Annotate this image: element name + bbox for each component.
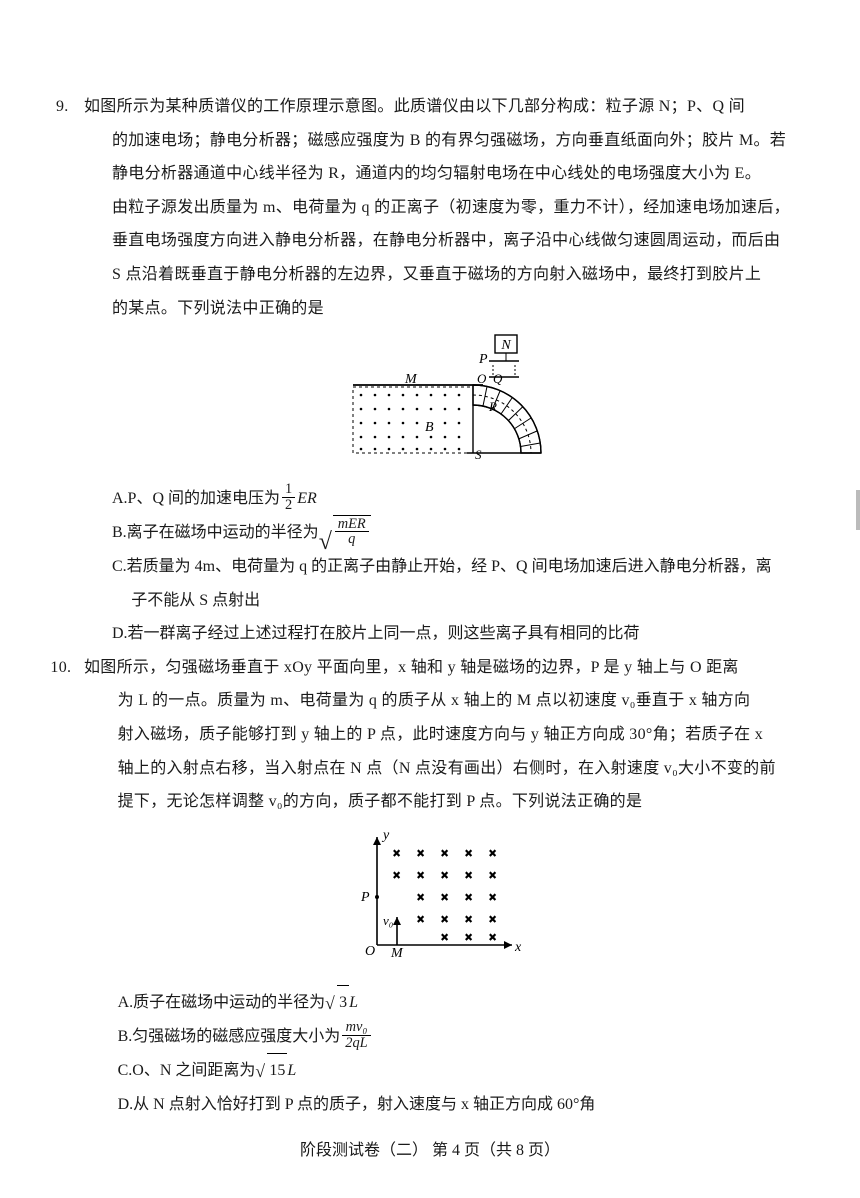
q9-optC-l1: C.若质量为 4m、电荷量为 q 的正离子由静止开始，经 P、Q 间电场加速后进… [112,550,790,584]
q9-line5: 垂直电场强度方向进入静电分析器，在静电分析器中，离子沿中心线做匀速圆周运动，而后… [84,224,790,258]
side-tab [856,490,860,530]
svg-text:×: × [489,846,496,860]
q10-line1: 10.如图所示，匀强磁场垂直于 xOy 平面向里，x 轴和 y 轴是磁场的边界，… [84,651,790,685]
sqrt-fraction: mERq [319,515,371,550]
sqrt: 3 [325,985,349,1020]
q10-optA: A.质子在磁场中运动的半径为3L [118,985,790,1020]
svg-text:×: × [465,868,472,882]
q10-optC: C.O、N 之间距离为15L [118,1053,790,1088]
page-footer: 阶段测试卷（二） 第 4 页（共 8 页） [0,1134,860,1168]
q10-line2: 为 L 的一点。质量为 m、电荷量为 q 的质子从 x 轴上的 M 点以初速度 … [84,684,790,718]
q9-optC-l2: 子不能从 S 点射出 [112,584,790,618]
svg-text:×: × [417,912,424,926]
svg-text:×: × [393,868,400,882]
svg-text:O: O [365,944,375,959]
q9-optD: D.若一群离子经过上述过程打在胶片上同一点，则这些离子具有相同的比荷 [112,617,790,651]
q9-line1: 9.如图所示为某种质谱仪的工作原理示意图。此质谱仪由以下几部分构成：粒子源 N；… [84,90,790,124]
svg-text:N: N [500,338,511,353]
svg-text:×: × [441,912,448,926]
svg-text:x: x [514,940,522,955]
q10-options: A.质子在磁场中运动的半径为3L B.匀强磁场的磁感应强度大小为mv₀2qL C… [84,985,790,1121]
svg-text:Q: Q [493,371,503,386]
svg-text:×: × [489,930,496,944]
svg-text:×: × [417,868,424,882]
fraction: 12 [282,482,295,512]
sqrt: 15 [255,1053,287,1088]
svg-text:y: y [381,828,390,843]
q10-line5: 提下，无论怎样调整 v₀的方向，质子都不能打到 P 点。下列说法正确的是 [84,785,790,819]
svg-text:B: B [425,420,434,435]
q10-optB: B.匀强磁场的磁感应强度大小为mv₀2qL [118,1020,790,1054]
q9-optA: A.P、Q 间的加速电压为12ER [112,482,790,516]
q10-figure: y x O P M v₀ × × × × × × × × × × × × × × × × × × × × × [84,825,790,978]
q9-line4: 由粒子源发出质量为 m、电荷量为 q 的正离子（初速度为零，重力不计），经加速电… [84,191,790,225]
svg-text:R: R [488,399,497,414]
q9-optB: B.离子在磁场中运动的半径为mERq [112,515,790,550]
q9-line2: 的加速电场；静电分析器；磁感应强度为 B 的有界匀强磁场，方向垂直纸面向外；胶片… [84,124,790,158]
svg-text:×: × [441,890,448,904]
svg-text:M: M [390,946,404,961]
page-content: 9.如图所示为某种质谱仪的工作原理示意图。此质谱仪由以下几部分构成：粒子源 N；… [0,0,860,1182]
svg-text:×: × [465,846,472,860]
svg-text:×: × [417,890,424,904]
q9-line6: S 点沿着既垂直于静电分析器的左边界，又垂直于磁场的方向射入磁场中，最终打到胶片… [84,258,790,292]
svg-text:×: × [465,912,472,926]
svg-text:P: P [478,352,488,367]
q9-figure: N P M O Q B B [84,331,790,474]
svg-text:×: × [489,890,496,904]
q9-line3: 静电分析器通道中心线半径为 R，通道内的均匀辐射电场在中心线处的电场强度大小为 … [84,157,790,191]
svg-text:P: P [360,890,370,905]
svg-text:×: × [489,912,496,926]
q9-options: A.P、Q 间的加速电压为12ER B.离子在磁场中运动的半径为mERq C.若… [84,482,790,651]
svg-text:×: × [441,930,448,944]
svg-text:×: × [441,846,448,860]
q10-line3: 射入磁场，质子能够打到 y 轴上的 P 点，此时速度方向与 y 轴正方向成 30… [84,718,790,752]
q10-line4: 轴上的入射点右移，当入射点在 N 点（N 点没有画出）右侧时，在入射速度 v₀大… [84,752,790,786]
svg-text:×: × [465,930,472,944]
q10-optD: D.从 N 点射入恰好打到 P 点的质子，射入速度与 x 轴正方向成 60°角 [118,1088,790,1122]
q9-line7: 的某点。下列说法中正确的是 [84,292,790,326]
svg-text:×: × [393,846,400,860]
svg-text:×: × [441,868,448,882]
fraction: mv₀2qL [342,1020,370,1050]
svg-text:v₀: v₀ [383,913,393,928]
svg-text:×: × [465,890,472,904]
svg-text:S: S [475,447,482,461]
svg-text:×: × [417,846,424,860]
svg-text:O: O [477,371,487,386]
svg-text:×: × [489,868,496,882]
